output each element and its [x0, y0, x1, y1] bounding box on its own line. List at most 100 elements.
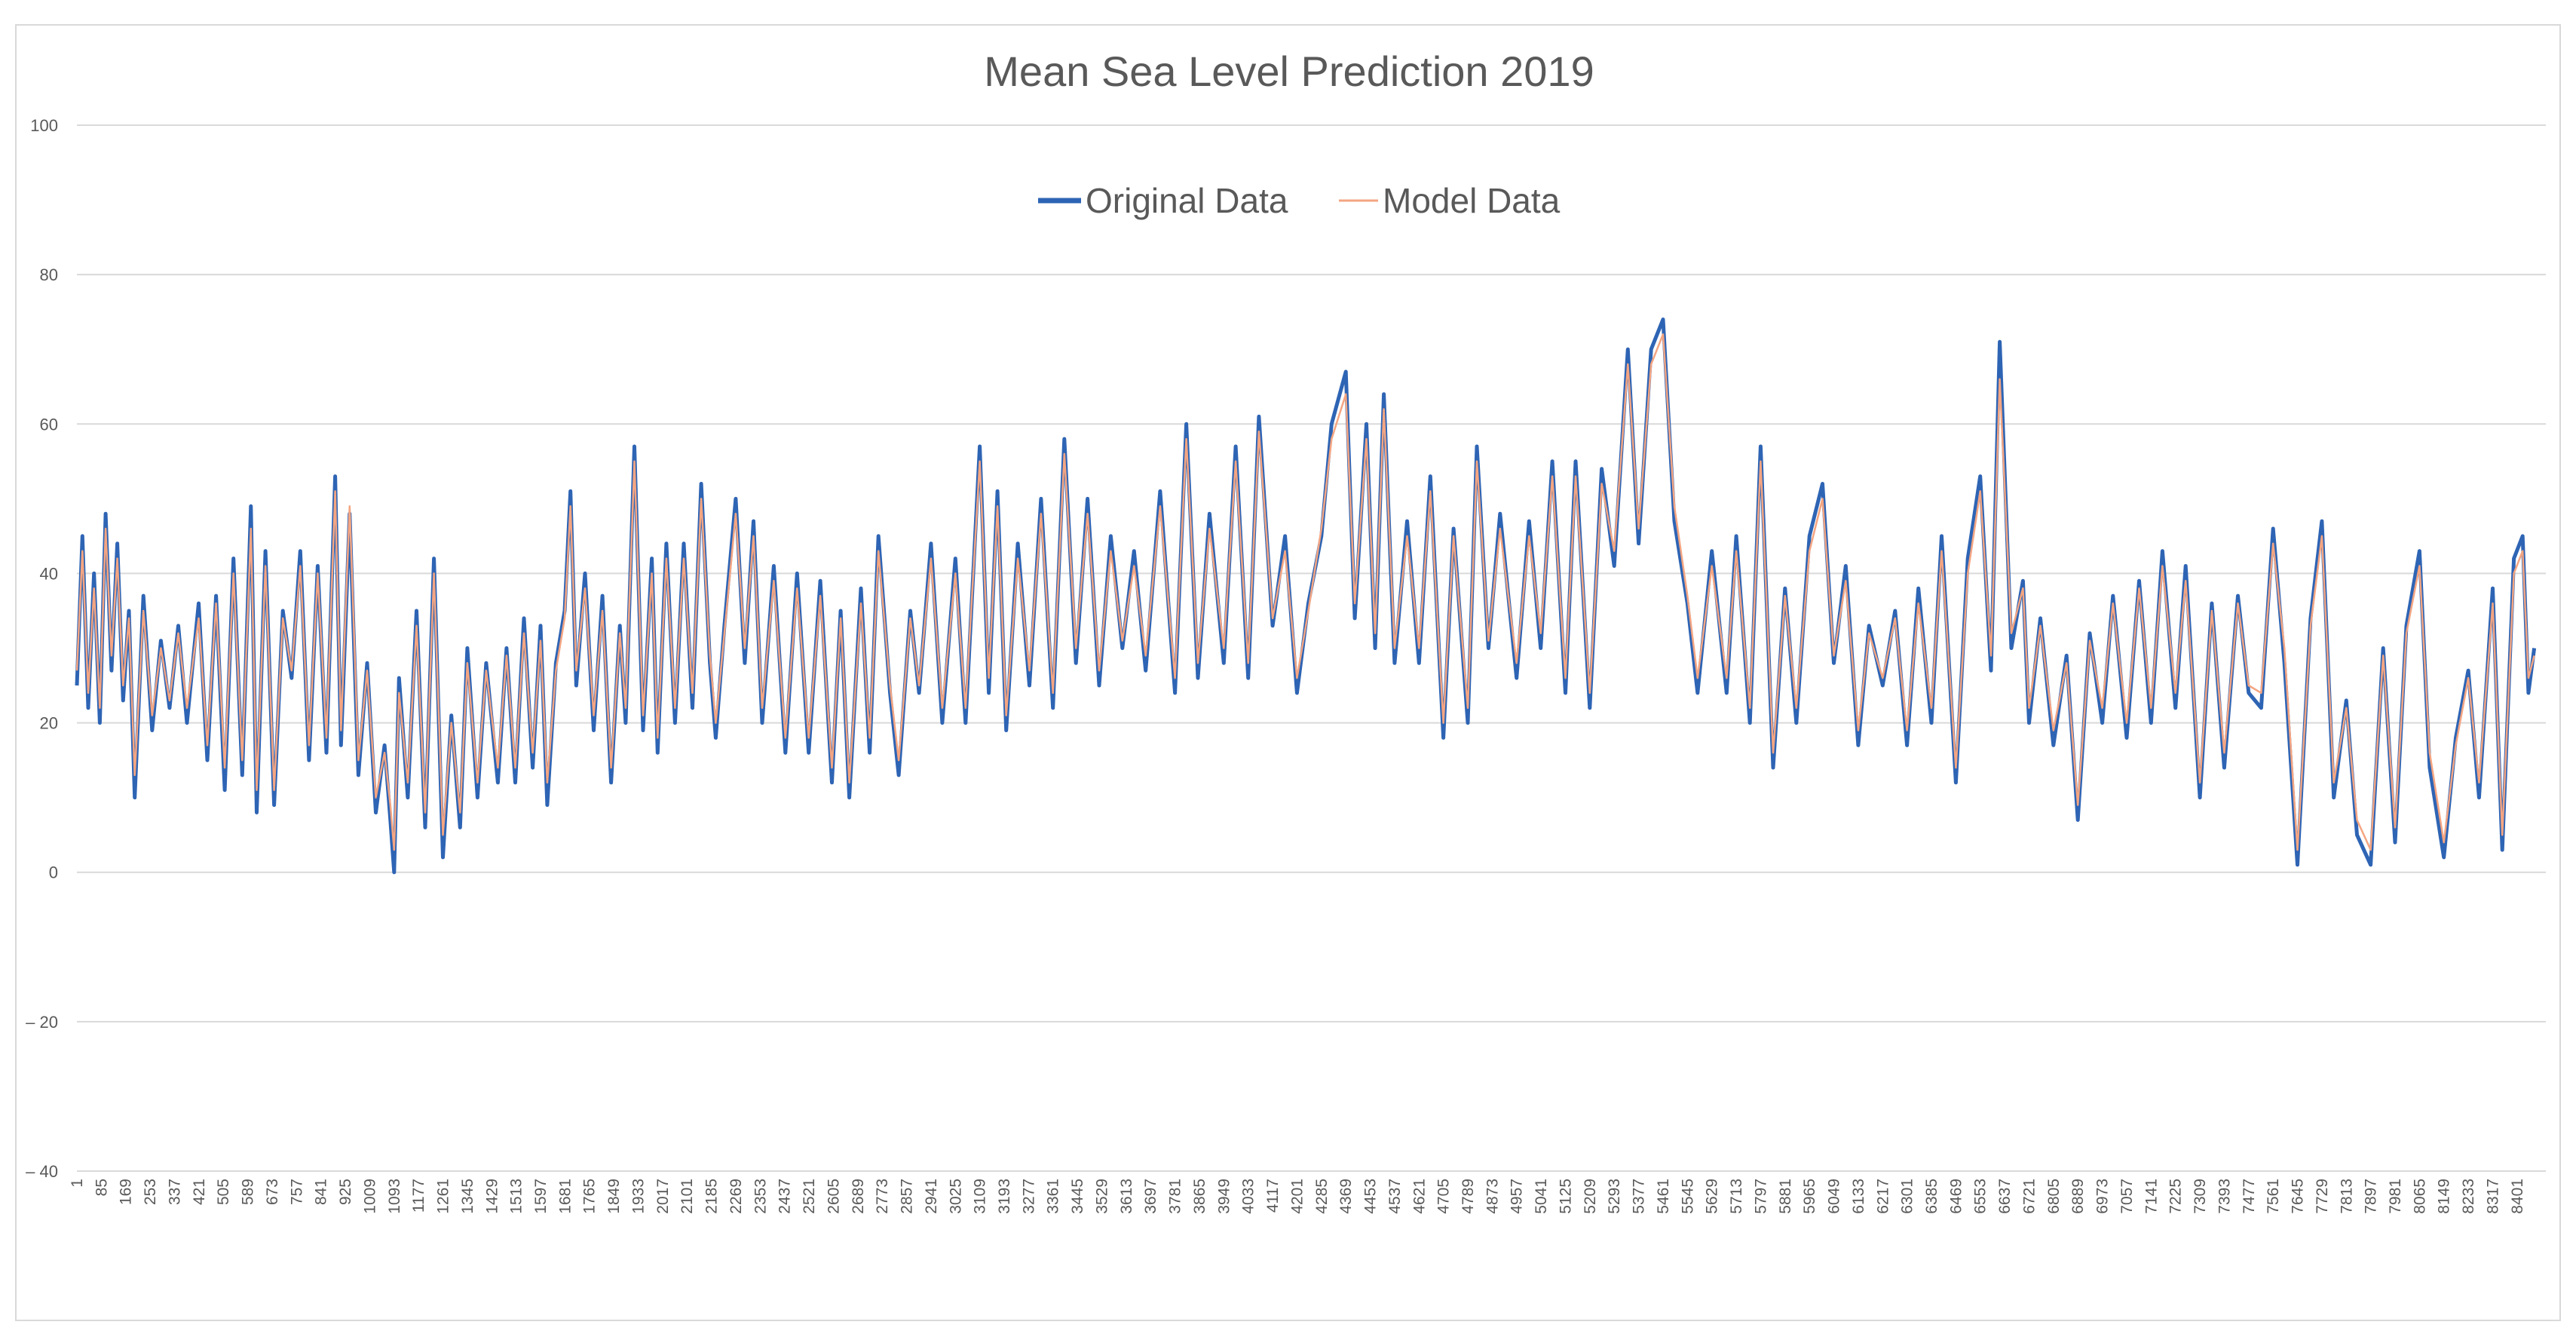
- x-tick-label: 6301: [1899, 1179, 1916, 1214]
- x-tick-label: 2773: [874, 1179, 891, 1214]
- x-tick-label: 5293: [1606, 1179, 1623, 1214]
- x-tick-label: 1429: [483, 1179, 501, 1214]
- x-tick-label: 6721: [2020, 1179, 2038, 1214]
- legend: Original Data Model Data: [1038, 181, 1561, 220]
- y-tick-label: 0: [49, 863, 58, 882]
- x-tick-label: 5713: [1728, 1179, 1745, 1214]
- x-tick-label: 7813: [2338, 1179, 2355, 1214]
- x-tick-label: 4873: [1484, 1179, 1501, 1214]
- x-tick-label: 3949: [1215, 1179, 1233, 1214]
- x-tick-label: 7477: [2241, 1179, 2258, 1214]
- x-tick-label: 2017: [654, 1179, 672, 1214]
- x-tick-label: 757: [288, 1179, 305, 1205]
- y-tick-label: 100: [30, 116, 58, 135]
- x-tick-label: 6553: [1972, 1179, 1989, 1214]
- x-tick-label: 2857: [899, 1179, 916, 1214]
- legend-label-model-data: Model Data: [1383, 181, 1561, 220]
- x-tick-label: 841: [313, 1179, 330, 1205]
- grid-layer: [77, 124, 2546, 1172]
- x-tick-label: 3277: [1020, 1179, 1037, 1214]
- x-tick-label: 2269: [727, 1179, 745, 1214]
- x-tick-label: 4201: [1288, 1179, 1306, 1214]
- x-tick-label: 3613: [1118, 1179, 1135, 1214]
- x-tick-label: 3361: [1045, 1179, 1062, 1214]
- x-tick-label: 1261: [435, 1179, 452, 1214]
- x-tick-label: 1513: [508, 1179, 525, 1214]
- x-tick-label: 3781: [1167, 1179, 1184, 1214]
- x-tick-label: 8317: [2484, 1179, 2501, 1214]
- x-tick-label: 7309: [2192, 1179, 2209, 1214]
- x-tick-label: 1177: [410, 1179, 427, 1213]
- x-tick-label: 5461: [1655, 1179, 1672, 1214]
- x-tick-label: 4621: [1411, 1179, 1428, 1214]
- x-tick-label: 4285: [1313, 1179, 1331, 1214]
- series-line-model-data: [75, 333, 2535, 851]
- y-tick-label: – 20: [26, 1013, 58, 1032]
- x-tick-label: 7561: [2265, 1179, 2282, 1214]
- x-tick-label: 8233: [2460, 1179, 2477, 1214]
- x-tick-label: 4537: [1386, 1179, 1404, 1214]
- x-axis-ticks: 1 85 169 253 337 421 505 589 673 757 841 925 1009 109…: [69, 1179, 2526, 1214]
- x-tick-label: 3109: [972, 1179, 989, 1214]
- x-tick-label: 253: [142, 1179, 159, 1205]
- x-tick-label: 2941: [923, 1179, 940, 1214]
- x-tick-label: 7141: [2143, 1179, 2160, 1214]
- x-tick-label: 7645: [2290, 1179, 2307, 1214]
- series-layer: [75, 317, 2537, 875]
- x-tick-label: 7057: [2118, 1179, 2136, 1214]
- x-tick-label: 5881: [1777, 1179, 1794, 1214]
- x-tick-label: 925: [337, 1179, 354, 1205]
- x-tick-label: 7393: [2216, 1179, 2233, 1214]
- x-tick-label: 3193: [996, 1179, 1013, 1214]
- x-tick-label: 3865: [1191, 1179, 1208, 1214]
- x-tick-label: 1681: [556, 1179, 574, 1214]
- x-tick-label: 4705: [1435, 1179, 1453, 1214]
- x-tick-label: 6217: [1874, 1179, 1891, 1214]
- x-tick-label: 6385: [1923, 1179, 1940, 1214]
- x-tick-label: 5041: [1533, 1179, 1550, 1214]
- x-tick-label: 1009: [361, 1179, 378, 1214]
- x-tick-label: 3445: [1069, 1179, 1086, 1214]
- y-tick-label: 20: [40, 714, 58, 733]
- x-tick-label: 4957: [1509, 1179, 1526, 1214]
- y-tick-label: 40: [40, 564, 58, 583]
- x-tick-label: 5377: [1631, 1179, 1648, 1214]
- x-tick-label: 7729: [2314, 1179, 2331, 1214]
- x-tick-label: 3529: [1093, 1179, 1110, 1214]
- x-tick-label: 5545: [1679, 1179, 1696, 1214]
- x-tick-label: 5965: [1801, 1179, 1818, 1214]
- x-tick-label: 337: [166, 1179, 183, 1205]
- x-tick-label: 5629: [1704, 1179, 1721, 1214]
- x-tick-label: 4117: [1264, 1179, 1282, 1213]
- x-tick-label: 6133: [1850, 1179, 1867, 1214]
- y-tick-label: – 40: [26, 1162, 58, 1181]
- legend-label-original-data: Original Data: [1086, 181, 1288, 220]
- x-tick-label: 6973: [2094, 1179, 2112, 1214]
- y-tick-label: 80: [40, 265, 58, 284]
- x-tick-label: 2101: [678, 1179, 696, 1214]
- x-tick-label: 4033: [1240, 1179, 1257, 1214]
- x-tick-label: 4789: [1460, 1179, 1477, 1214]
- x-tick-label: 7897: [2363, 1179, 2380, 1214]
- y-axis-ticks: 100 80 60 40 20 0 – 20 – 40: [26, 116, 58, 1181]
- x-tick-label: 3025: [947, 1179, 964, 1214]
- x-tick-label: 2353: [752, 1179, 769, 1214]
- x-tick-label: 6049: [1826, 1179, 1843, 1214]
- x-tick-label: 1: [69, 1179, 86, 1188]
- x-tick-label: 5209: [1582, 1179, 1599, 1214]
- chart-title: Mean Sea Level Prediction 2019: [984, 48, 1594, 95]
- x-tick-label: 1849: [605, 1179, 623, 1214]
- x-tick-label: 4369: [1337, 1179, 1355, 1214]
- x-tick-label: 8065: [2411, 1179, 2428, 1214]
- x-tick-label: 2605: [825, 1179, 842, 1214]
- x-tick-label: 673: [264, 1179, 281, 1205]
- x-tick-label: 6889: [2069, 1179, 2087, 1214]
- x-tick-label: 1765: [581, 1179, 599, 1214]
- x-tick-label: 2185: [703, 1179, 721, 1214]
- x-tick-label: 1597: [532, 1179, 550, 1214]
- x-tick-label: 505: [215, 1179, 232, 1205]
- x-tick-label: 1093: [386, 1179, 403, 1214]
- x-tick-label: 85: [93, 1179, 110, 1196]
- x-tick-label: 5797: [1752, 1179, 1769, 1214]
- x-tick-label: 5125: [1557, 1179, 1574, 1214]
